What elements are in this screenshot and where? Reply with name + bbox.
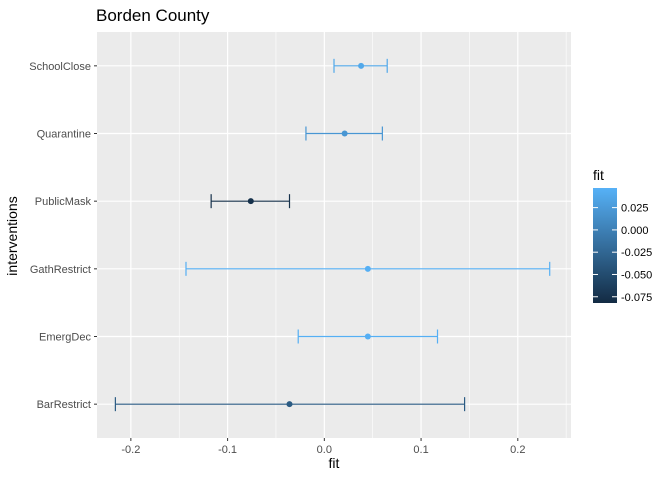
- chart-title: Borden County: [96, 6, 210, 25]
- legend-tick-label: -0.075: [621, 292, 652, 304]
- y-tick-label: Quarantine: [37, 129, 91, 141]
- point-SchoolClose: [358, 62, 365, 69]
- point-BarRestrict: [286, 401, 293, 408]
- point-EmergDec: [364, 333, 371, 340]
- y-tick-label: PublicMask: [35, 196, 92, 208]
- x-axis: -0.2 -0.1 0.0 0.1 0.2: [121, 438, 525, 456]
- x-axis-title: fit: [329, 455, 340, 471]
- x-tick-label: 0.1: [413, 444, 428, 456]
- plot-panel: [97, 32, 571, 438]
- legend-tick-label: 0.025: [621, 203, 649, 215]
- x-tick-label: 0.2: [510, 444, 525, 456]
- legend-title: fit: [593, 167, 604, 183]
- legend-colorbar: [593, 188, 617, 303]
- legend-tick-label: 0.000: [621, 225, 649, 237]
- point-Quarantine: [341, 130, 348, 137]
- y-axis: SchoolClose Quarantine PublicMask GathRestr…: [29, 61, 97, 411]
- x-tick-label: -0.1: [218, 444, 237, 456]
- y-tick-label: GathRestrict: [30, 264, 91, 276]
- x-tick-label: 0.0: [317, 444, 332, 456]
- legend-tick-label: -0.025: [621, 247, 652, 259]
- y-tick-label: BarRestrict: [37, 399, 91, 411]
- data-marks: [114, 58, 551, 412]
- legend: fit 0.025 0.000 -0.025 -0.050 -0.075: [593, 167, 652, 304]
- y-axis-title: interventions: [4, 196, 20, 275]
- y-tick-label: EmergDec: [39, 332, 91, 344]
- point-PublicMask: [247, 198, 254, 205]
- x-tick-label: -0.2: [121, 444, 140, 456]
- y-tick-label: SchoolClose: [29, 61, 91, 73]
- point-GathRestrict: [364, 265, 371, 272]
- legend-tick-label: -0.050: [621, 269, 652, 281]
